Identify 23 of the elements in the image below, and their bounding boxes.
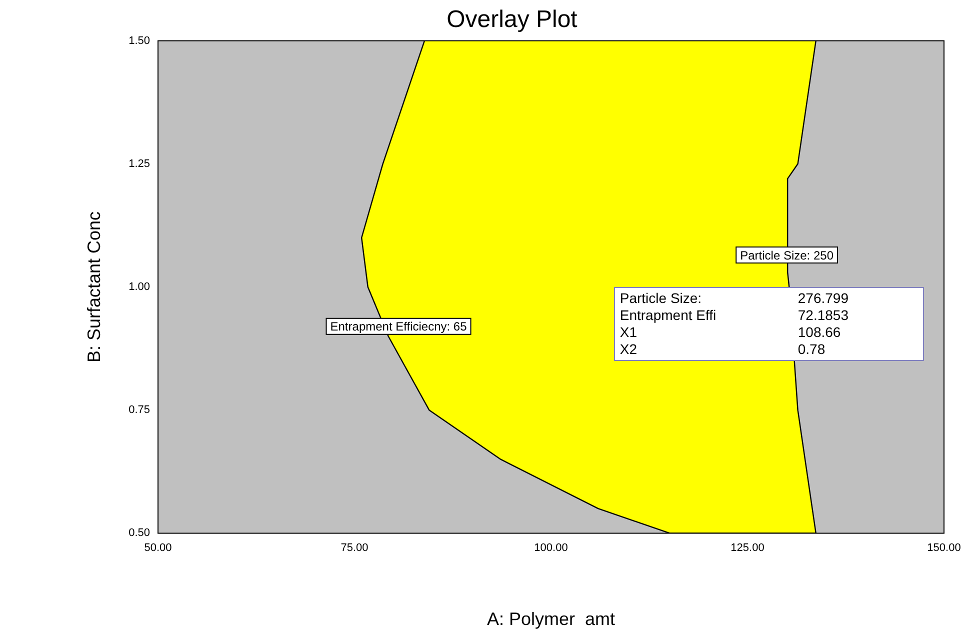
x-tick-label: 100.00 (534, 542, 568, 554)
y-tick-label: 1.00 (128, 281, 150, 294)
y-tick-label: 1.50 (128, 34, 150, 47)
x-tick-label: 75.00 (340, 542, 368, 554)
y-tick-label: 1.25 (128, 158, 150, 170)
x-axis-title: A: Polymer amt (486, 609, 616, 630)
y-tick-label: 0.50 (128, 527, 150, 540)
y-axis-title: B: Surfactant Conc (84, 211, 104, 363)
annotation: 108.66 (798, 324, 842, 341)
annotation: X1 (620, 324, 638, 341)
annotation: Entrapment Effi (620, 307, 718, 324)
chart-title: Overlay Plot (446, 6, 578, 34)
annotation: Particle Size: 250 (740, 248, 834, 262)
annotation: 276.799 (798, 290, 850, 307)
y-tick-label: 0.75 (128, 404, 150, 416)
annotation: Particle Size: (620, 290, 703, 307)
annotation: 0.78 (798, 341, 826, 358)
annotation: X2 (620, 341, 638, 358)
annotation: Entrapment Efficiecny: 65 (330, 320, 468, 334)
annotation: 72.1853 (798, 307, 850, 324)
x-tick-label: 50.00 (144, 542, 172, 554)
x-tick-label: 150.00 (927, 542, 961, 554)
x-tick-label: 125.00 (730, 542, 764, 554)
